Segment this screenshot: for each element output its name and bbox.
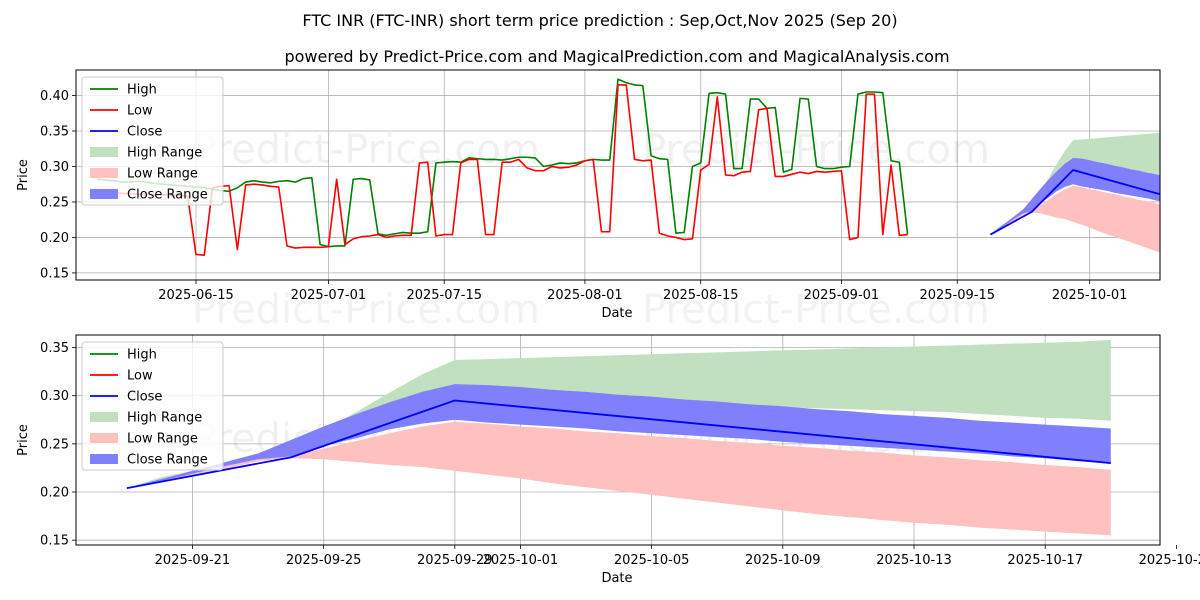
y-tick-label: 0.25 xyxy=(40,195,69,210)
legend-low-range-swatch xyxy=(90,433,118,443)
low-series-line xyxy=(96,84,908,256)
x-tick-label: 2025-09-25 xyxy=(286,553,362,568)
axes: 2025-09-21 2025-09-25 2025-09-292025-10-01… xyxy=(16,341,1200,586)
watermark-text: Predict-Price.com xyxy=(192,287,540,333)
plot-area xyxy=(96,78,1160,256)
x-tick-label: 2025-07-15 xyxy=(406,288,482,303)
lower-chart-panel: Predict-Price.comPredict-Price.com2025-0… xyxy=(16,334,1200,586)
chart-title: FTC INR (FTC-INR) short term price predi… xyxy=(302,11,897,30)
close-range-band xyxy=(990,157,1160,235)
y-axis-label: Price xyxy=(16,159,31,191)
x-axis-label: Date xyxy=(601,306,632,321)
legend-close-range-swatch xyxy=(90,454,118,464)
y-tick-label: 0.15 xyxy=(40,266,69,281)
x-tick-label: 2025-09-15 xyxy=(919,288,995,303)
plot-frame xyxy=(75,334,1161,546)
plot-area xyxy=(126,339,1111,536)
x-tick-label: 2025-10-05 xyxy=(614,553,690,568)
legend: High Low Close High Range Low Range Close Ran… xyxy=(81,341,224,471)
x-tick-label: 2025-10-01 xyxy=(1052,288,1128,303)
x-tick-label: 2025-08-01 xyxy=(547,288,623,303)
legend-low-label: Low xyxy=(127,104,153,119)
watermark: Predict-Price.com Predict-Price.com Predic… xyxy=(192,127,990,333)
plot-frame xyxy=(75,69,1161,281)
legend: High Low Close High Range Low Range Close Ran… xyxy=(81,76,224,206)
legend-close-range-label: Close Range xyxy=(127,453,208,468)
watermark-text: Predict-Price.com xyxy=(192,127,540,173)
legend-close-range-label: Close Range xyxy=(127,188,208,203)
low-range-band xyxy=(126,421,1111,536)
legend-low-range-swatch xyxy=(90,168,118,178)
legend-low-label: Low xyxy=(127,369,153,384)
x-tick-label: 2025-07-01 xyxy=(291,288,367,303)
high-range-band xyxy=(126,339,1111,489)
legend-close-label: Close xyxy=(127,390,162,405)
y-tick-label: 0.40 xyxy=(40,89,69,104)
x-tick-label: 2025-10-17 xyxy=(1007,553,1083,568)
legend-high-range-swatch xyxy=(90,147,118,157)
y-tick-label: 0.15 xyxy=(40,534,69,549)
legend-low-range-label: Low Range xyxy=(127,432,198,447)
x-tick-label: 2025-10-01 xyxy=(483,553,559,568)
x-tick-label: 2025-10-09 xyxy=(745,553,821,568)
y-tick-label: 0.35 xyxy=(40,125,69,140)
x-tick-label: 2025-06-15 xyxy=(158,288,234,303)
x-tick-label: 2025-10-21 xyxy=(1139,553,1200,568)
x-tick-label: 2025-08-15 xyxy=(663,288,739,303)
y-tick-label: 0.35 xyxy=(40,341,69,356)
legend-high-range-label: High Range xyxy=(127,411,202,426)
chart-subtitle: powered by Predict-Price.com and Magical… xyxy=(284,47,949,66)
y-axis-label: Price xyxy=(16,424,31,456)
y-tick-label: 0.25 xyxy=(40,437,69,452)
close-range-band xyxy=(126,384,1111,489)
x-axis-label: Date xyxy=(601,571,632,586)
axes: 2025-06-15 2025-07-01 2025-07-15 2025-08-01… xyxy=(16,89,1127,321)
x-tick-label: 2025-09-29 xyxy=(417,553,493,568)
close-series-line xyxy=(126,399,1111,490)
legend-low-range-label: Low Range xyxy=(127,167,198,182)
legend-high-range-label: High Range xyxy=(127,146,202,161)
y-tick-label: 0.20 xyxy=(40,486,69,501)
legend-high-label: High xyxy=(127,83,157,98)
y-tick-label: 0.30 xyxy=(40,389,69,404)
upper-chart-panel: Predict-Price.com Predict-Price.com Predic… xyxy=(16,69,1161,333)
close-series-line xyxy=(989,169,1160,236)
x-tick-label: 2025-10-13 xyxy=(876,553,952,568)
low-range-band xyxy=(990,185,1160,253)
legend-close-label: Close xyxy=(127,125,162,140)
legend-high-range-swatch xyxy=(90,412,118,422)
high-range-band xyxy=(990,132,1160,235)
x-tick-label: 2025-09-01 xyxy=(804,288,880,303)
high-series-line xyxy=(96,78,909,248)
watermark-text: Predict-Price.com xyxy=(642,287,990,333)
legend-close-range-swatch xyxy=(90,189,118,199)
x-tick-label: 2025-09-21 xyxy=(155,553,231,568)
legend-high-label: High xyxy=(127,348,157,363)
grid xyxy=(76,70,1160,280)
y-tick-label: 0.20 xyxy=(40,231,69,246)
y-tick-label: 0.30 xyxy=(40,160,69,175)
